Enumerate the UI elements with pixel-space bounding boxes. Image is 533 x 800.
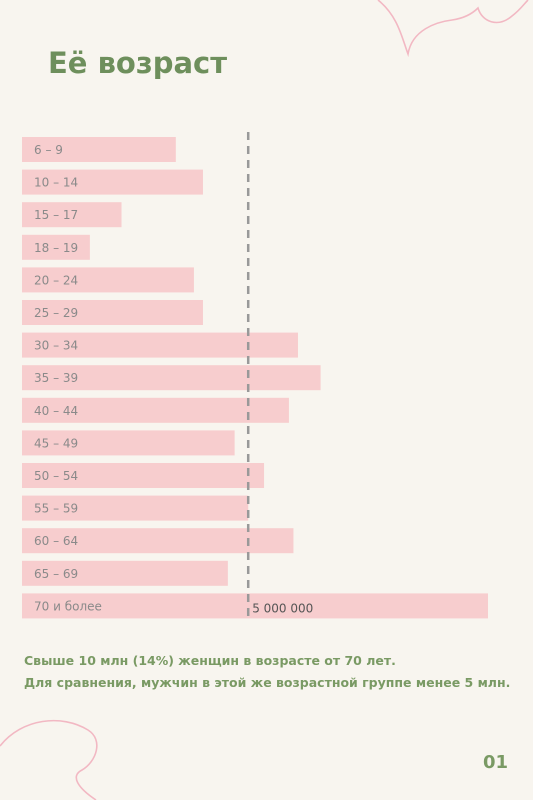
bar (22, 169, 203, 195)
note-line-1: Свыше 10 млн (14%) женщин в возрасте от … (24, 653, 396, 668)
reference-label-background (250, 598, 323, 617)
bar-label: 55 – 59 (34, 502, 78, 516)
bar-label: 45 – 49 (34, 436, 78, 450)
bar (22, 397, 289, 423)
bar (22, 332, 298, 358)
bar (22, 365, 321, 391)
page-number: 01 (483, 752, 509, 773)
bar-label: 50 – 54 (34, 469, 78, 483)
bar (22, 137, 176, 162)
bar-label: 30 – 34 (34, 339, 78, 353)
note-text: Свыше 10 млн (14%) женщин в возрасте от … (24, 650, 514, 694)
top-right-swirl (377, 0, 529, 58)
bar (22, 560, 228, 586)
bottom-left-swirl (0, 719, 98, 800)
reference-line-label: 5 000 000 (252, 601, 313, 615)
bar-label: 20 – 24 (34, 273, 78, 287)
page-title: Её возраст (48, 46, 228, 80)
bar-label: 60 – 64 (34, 534, 78, 548)
bar-label: 65 – 69 (34, 567, 78, 581)
bar (22, 202, 122, 228)
bar-label: 35 – 39 (34, 371, 78, 385)
bar-label: 25 – 29 (34, 306, 78, 320)
bar-label: 70 и более (34, 599, 102, 613)
bar (22, 300, 203, 325)
bar (22, 463, 265, 488)
bar-label: 40 – 44 (34, 404, 78, 418)
bar (22, 430, 235, 456)
bars-group: 6 – 9 10 – 14 15 – 17 18 – 19 20 – 24 25 – 29… (22, 137, 488, 619)
bar (22, 234, 90, 260)
bar-label: 18 – 19 (34, 241, 78, 255)
bar-label: 10 – 14 (34, 176, 78, 190)
age-bar-chart: 6 – 9 10 – 14 15 – 17 18 – 19 20 – 24 25 – 29… (22, 132, 488, 622)
bar-label: 15 – 17 (34, 208, 78, 222)
bar (22, 267, 194, 293)
bar (22, 495, 249, 521)
bar-label: 6 – 9 (34, 143, 63, 157)
note-line-2: Для сравнения, мужчин в этой же возрастн… (24, 675, 511, 690)
